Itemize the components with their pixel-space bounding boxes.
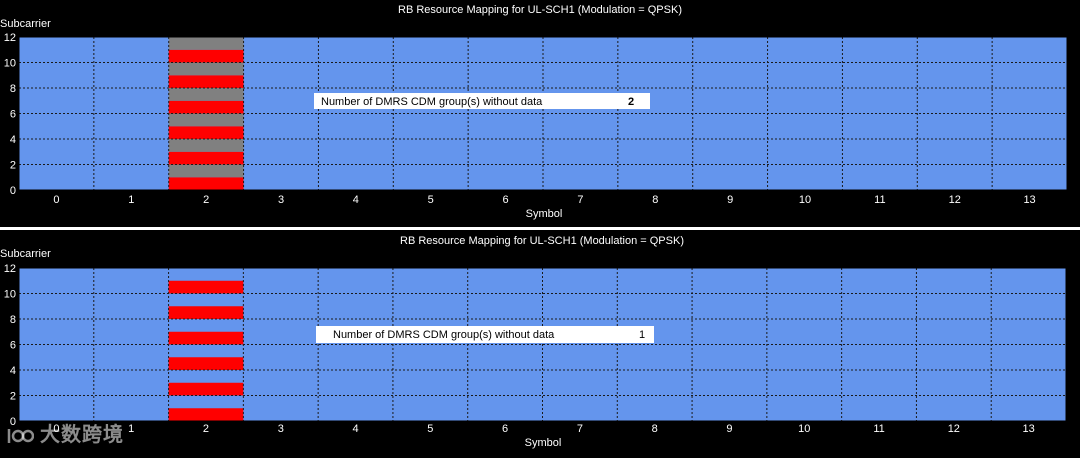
x-tick-label: 3 <box>278 194 284 206</box>
x-tick-label: 12 <box>948 423 960 435</box>
x-tick-label: 5 <box>428 194 434 206</box>
y-tick-label: 8 <box>10 314 16 326</box>
cdm-no-data-cell <box>168 139 244 152</box>
dmrs-cell <box>168 49 244 63</box>
dmrs-cell <box>168 100 244 114</box>
y-tick-label: 12 <box>4 32 16 44</box>
y-tick-label: 6 <box>10 340 16 352</box>
x-tick-label: 13 <box>1023 194 1035 206</box>
x-axis-label: Symbol <box>525 437 562 449</box>
chart-panel-top: RB Resource Mapping for UL-SCH1 (Modulat… <box>0 0 1080 226</box>
x-tick-label: 4 <box>352 423 358 435</box>
annotation-box: Number of DMRS CDM group(s) without data… <box>314 93 650 109</box>
panel-divider <box>0 227 1080 230</box>
x-tick-label: 1 <box>128 423 134 435</box>
y-tick-label: 4 <box>10 365 16 377</box>
x-tick-label: 0 <box>53 423 59 435</box>
dmrs-cell <box>168 357 244 370</box>
y-tick-label: 12 <box>4 263 16 275</box>
chart-panel-bottom: RB Resource Mapping for UL-SCH1 (Modulat… <box>0 232 1080 458</box>
annotation-label: Number of DMRS CDM group(s) without data <box>333 329 555 341</box>
annotation-background <box>316 326 654 343</box>
x-tick-label: 7 <box>577 423 583 435</box>
plot-border <box>18 36 1068 191</box>
x-tick-label: 1 <box>128 194 134 206</box>
x-tick-label: 11 <box>873 423 884 435</box>
chart-title: RB Resource Mapping for UL-SCH1 (Modulat… <box>400 235 684 247</box>
annotation-box: Number of DMRS CDM group(s) without data… <box>316 326 654 343</box>
annotation-label: Number of DMRS CDM group(s) without data <box>321 96 543 108</box>
chart-title: RB Resource Mapping for UL-SCH1 (Modulat… <box>398 4 682 16</box>
y-tick-label: 0 <box>10 185 16 197</box>
dmrs-cell <box>168 408 244 421</box>
dmrs-cell <box>168 280 244 294</box>
x-tick-label: 0 <box>53 194 59 206</box>
dmrs-cell <box>168 177 244 190</box>
x-tick-label: 9 <box>726 423 732 435</box>
annotation-value: 1 <box>639 329 645 341</box>
x-tick-label: 6 <box>503 194 509 206</box>
x-tick-label: 10 <box>798 423 810 435</box>
x-tick-label: 9 <box>727 194 733 206</box>
watermark-text: 大数跨境 <box>40 422 124 446</box>
dmrs-cell <box>168 331 244 345</box>
x-tick-label: 7 <box>577 194 583 206</box>
x-axis-label: Symbol <box>526 208 563 220</box>
dmrs-cell <box>168 151 244 165</box>
cdm-no-data-cell <box>168 62 244 76</box>
x-tick-label: 11 <box>874 194 885 206</box>
y-tick-label: 2 <box>10 160 16 172</box>
x-tick-label: 8 <box>652 423 658 435</box>
y-tick-label: 8 <box>10 83 16 95</box>
annotation-value: 2 <box>628 96 634 108</box>
cdm-no-data-cell <box>168 164 244 178</box>
plot-border <box>18 267 1067 422</box>
cdm-no-data-cell <box>168 88 244 101</box>
x-tick-label: 3 <box>278 423 284 435</box>
dmrs-cell <box>168 306 244 319</box>
x-tick-label: 10 <box>799 194 811 206</box>
x-tick-label: 5 <box>427 423 433 435</box>
x-tick-label: 12 <box>949 194 961 206</box>
watermark-logo-icon <box>7 428 34 443</box>
y-tick-label: 10 <box>4 58 16 70</box>
dmrs-cell <box>168 126 244 139</box>
watermark: 大数跨境 <box>6 418 124 447</box>
dmrs-cell <box>168 75 244 88</box>
x-tick-label: 6 <box>502 423 508 435</box>
cdm-no-data-cell <box>168 37 244 50</box>
resource-map-chart-bottom: RB Resource Mapping for UL-SCH1 (Modulat… <box>0 235 1067 449</box>
y-tick-label: 0 <box>10 416 16 428</box>
resource-map-chart-top: RB Resource Mapping for UL-SCH1 (Modulat… <box>0 4 1068 220</box>
x-tick-label: 13 <box>1022 423 1034 435</box>
y-tick-label: 10 <box>4 289 16 301</box>
y-tick-label: 2 <box>10 391 16 403</box>
x-tick-label: 2 <box>203 194 209 206</box>
y-tick-label: 6 <box>10 109 16 121</box>
x-tick-label: 4 <box>353 194 359 206</box>
y-tick-label: 4 <box>10 134 16 146</box>
y-axis-label: Subcarrier <box>0 248 51 260</box>
x-tick-label: 8 <box>652 194 658 206</box>
dmrs-cell <box>168 382 244 396</box>
annotation-background <box>314 93 650 109</box>
y-axis-label: Subcarrier <box>0 18 51 30</box>
x-tick-label: 2 <box>203 423 209 435</box>
cdm-no-data-cell <box>168 113 244 127</box>
